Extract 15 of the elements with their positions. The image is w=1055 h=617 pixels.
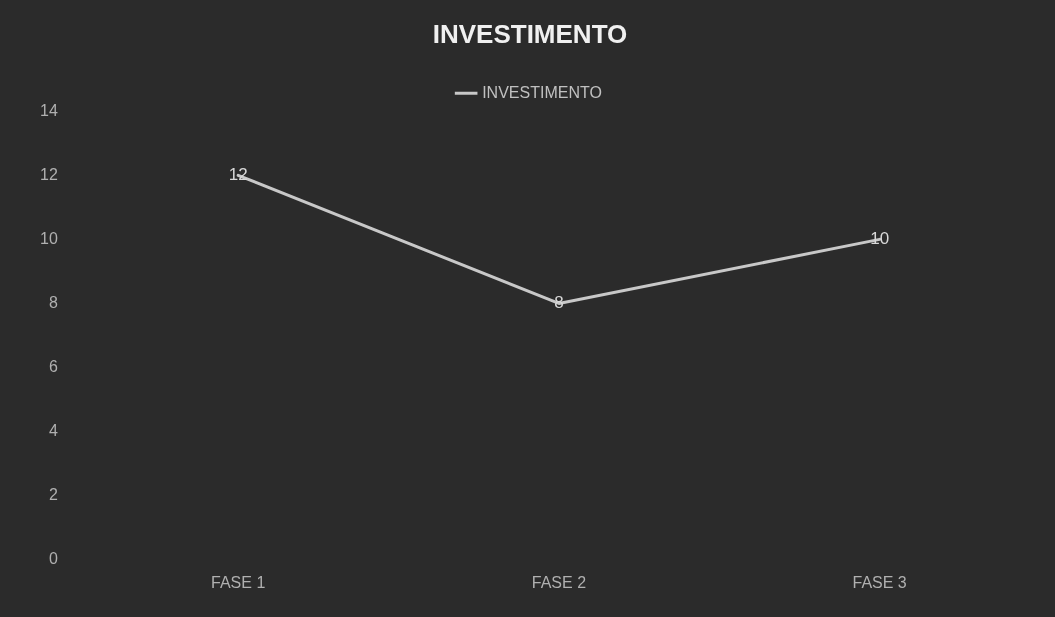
y-tick-label: 8 (48, 293, 58, 311)
y-tick-label: 10 (40, 229, 58, 247)
y-tick-label: 0 (48, 550, 58, 568)
y-tick-label: 4 (48, 422, 58, 440)
legend-label: INVESTIMENTO (482, 83, 602, 101)
data-label: 10 (870, 229, 890, 249)
x-tick-label: FASE 2 (531, 573, 587, 591)
x-tick-label: FASE 1 (211, 573, 266, 591)
y-tick-label: 12 (40, 165, 58, 183)
y-tick-label: 2 (48, 486, 58, 504)
x-tick-label: FASE 3 (852, 573, 907, 591)
y-tick-label: 14 (40, 101, 58, 119)
chart-title: INVESTIMENTO (432, 18, 628, 49)
y-tick-label: 6 (48, 357, 58, 375)
data-label: 12 (228, 164, 248, 184)
